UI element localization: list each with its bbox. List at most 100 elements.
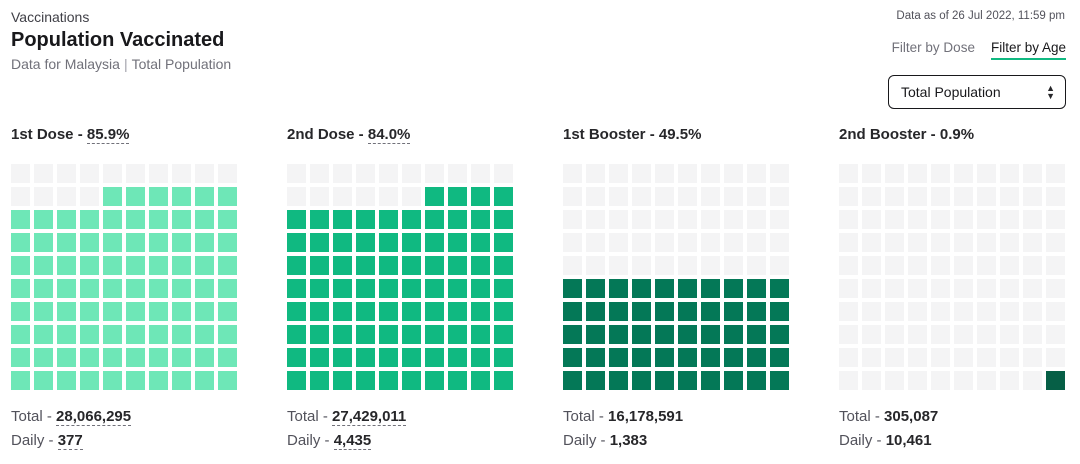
waffle-cell-empty xyxy=(862,279,881,298)
waffle-cell-filled xyxy=(632,279,651,298)
waffle-cell-empty xyxy=(931,187,950,206)
waffle-cell-filled xyxy=(287,348,306,367)
waffle-cell-empty xyxy=(839,371,858,390)
waffle-cell-empty xyxy=(586,187,605,206)
waffle-cell-filled xyxy=(195,302,214,321)
waffle-cell-empty xyxy=(839,187,858,206)
waffle-chart xyxy=(839,164,1065,390)
waffle-cell-filled xyxy=(770,325,789,344)
daily-label: Daily xyxy=(563,432,597,449)
waffle-cell-filled xyxy=(172,371,191,390)
waffle-cell-filled xyxy=(310,233,329,252)
waffle-cell-filled xyxy=(448,187,467,206)
waffle-cell-filled xyxy=(126,233,145,252)
waffle-cell-empty xyxy=(770,164,789,183)
waffle-cell-empty xyxy=(1046,187,1065,206)
waffle-cell-filled xyxy=(586,302,605,321)
waffle-cell-filled xyxy=(609,348,628,367)
page-title: Population Vaccinated xyxy=(11,29,225,51)
waffle-cell-empty xyxy=(471,164,490,183)
waffle-cell-empty xyxy=(1000,187,1019,206)
waffle-cell-filled xyxy=(563,279,582,298)
waffle-cell-filled xyxy=(126,302,145,321)
waffle-cell-empty xyxy=(34,164,53,183)
waffle-cell-filled xyxy=(126,325,145,344)
waffle-cell-filled xyxy=(425,325,444,344)
waffle-cell-filled xyxy=(494,187,513,206)
waffle-cell-empty xyxy=(632,164,651,183)
waffle-cell-filled xyxy=(563,348,582,367)
subtitle-country: Data for Malaysia xyxy=(11,56,120,72)
dose-percentage[interactable]: 85.9% xyxy=(86,126,130,144)
waffle-cell-empty xyxy=(931,325,950,344)
dose-label: 1st Booster xyxy=(563,126,646,143)
tab-filter-by-age[interactable]: Filter by Age xyxy=(990,40,1066,60)
waffle-cell-empty xyxy=(1046,325,1065,344)
waffle-cell-filled xyxy=(149,256,168,275)
waffle-cell-empty xyxy=(931,256,950,275)
waffle-cell-empty xyxy=(885,256,904,275)
waffle-cell-filled xyxy=(218,325,237,344)
total-stat: Total - 16,178,591 xyxy=(563,408,684,425)
waffle-cell-filled xyxy=(471,279,490,298)
waffle-cell-filled xyxy=(609,279,628,298)
waffle-cell-empty xyxy=(954,256,973,275)
waffle-cell-filled xyxy=(195,187,214,206)
waffle-cell-filled xyxy=(126,210,145,229)
dose-percentage[interactable]: 84.0% xyxy=(367,126,411,144)
waffle-cell-empty xyxy=(885,164,904,183)
waffle-cell-empty xyxy=(195,164,214,183)
waffle-cell-filled xyxy=(149,187,168,206)
waffle-cell-empty xyxy=(724,256,743,275)
population-select[interactable]: Total Population ▲ ▼ xyxy=(888,75,1066,109)
waffle-cell-empty xyxy=(1023,325,1042,344)
waffle-chart xyxy=(11,164,237,390)
dose-label: 2nd Booster xyxy=(839,126,927,143)
waffle-cell-filled xyxy=(103,279,122,298)
waffle-cell-filled xyxy=(402,210,421,229)
daily-stat: Daily - 4,435 xyxy=(287,432,372,450)
total-value[interactable]: 27,429,011 xyxy=(332,408,407,426)
panel-1st-dose: 1st Dose - 85.9% Total - 28,066,295 Dail… xyxy=(11,126,251,450)
subtitle-population: Total Population xyxy=(131,56,232,72)
waffle-cell-empty xyxy=(770,233,789,252)
waffle-cell-filled xyxy=(379,233,398,252)
waffle-cell-empty xyxy=(862,256,881,275)
waffle-cell-filled xyxy=(701,371,720,390)
waffle-cell-filled xyxy=(494,233,513,252)
waffle-cell-filled xyxy=(34,256,53,275)
waffle-cell-empty xyxy=(908,210,927,229)
waffle-cell-filled xyxy=(632,325,651,344)
waffle-cell-empty xyxy=(149,164,168,183)
waffle-cell-filled xyxy=(103,302,122,321)
waffle-cell-empty xyxy=(862,233,881,252)
waffle-cell-filled xyxy=(632,302,651,321)
waffle-cell-empty xyxy=(678,210,697,229)
waffle-cell-filled xyxy=(218,233,237,252)
waffle-cell-filled xyxy=(379,348,398,367)
total-label: Total xyxy=(563,408,595,425)
waffle-cell-filled xyxy=(425,233,444,252)
waffle-cell-filled xyxy=(80,210,99,229)
waffle-cell-empty xyxy=(678,233,697,252)
waffle-cell-filled xyxy=(724,279,743,298)
tab-filter-by-dose[interactable]: Filter by Dose xyxy=(891,40,975,55)
waffle-cell-empty xyxy=(885,187,904,206)
daily-value[interactable]: 377 xyxy=(57,432,83,450)
waffle-cell-empty xyxy=(586,164,605,183)
waffle-cell-empty xyxy=(931,279,950,298)
total-value[interactable]: 28,066,295 xyxy=(56,408,132,426)
waffle-cell-empty xyxy=(678,256,697,275)
daily-value: 1,383 xyxy=(609,432,648,449)
waffle-cell-empty xyxy=(632,187,651,206)
waffle-cell-filled xyxy=(333,325,352,344)
waffle-cell-filled xyxy=(310,210,329,229)
waffle-cell-empty xyxy=(379,187,398,206)
waffle-cell-filled xyxy=(333,371,352,390)
waffle-cell-filled xyxy=(34,279,53,298)
waffle-cell-empty xyxy=(1046,302,1065,321)
waffle-cell-empty xyxy=(977,325,996,344)
waffle-cell-filled xyxy=(310,302,329,321)
daily-value[interactable]: 4,435 xyxy=(333,432,372,450)
waffle-cell-empty xyxy=(701,187,720,206)
